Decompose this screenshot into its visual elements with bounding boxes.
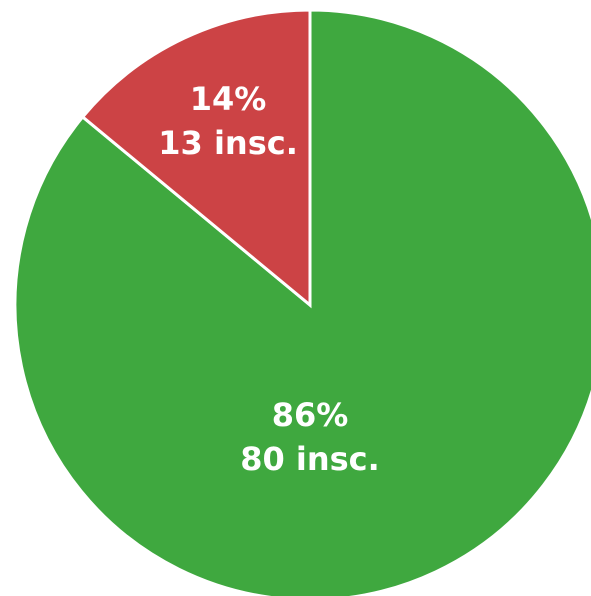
slice-percent-label: 14% [190,80,267,118]
slice-count-label: 80 insc. [240,440,380,478]
pie-slice [13,8,591,596]
slice-count-label: 13 insc. [158,124,298,162]
slice-percent-label: 86% [272,396,349,434]
pie-slice [80,8,312,309]
